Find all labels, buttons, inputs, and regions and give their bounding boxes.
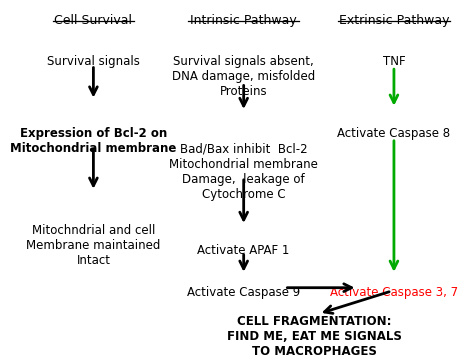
Text: TNF: TNF bbox=[383, 55, 405, 68]
Text: Extrinsic Pathway: Extrinsic Pathway bbox=[339, 14, 449, 27]
Text: Activate Caspase 9: Activate Caspase 9 bbox=[187, 286, 301, 299]
Text: Activate Caspase 3, 7: Activate Caspase 3, 7 bbox=[330, 286, 458, 299]
Text: Expression of Bcl-2 on
Mitochondrial membrane: Expression of Bcl-2 on Mitochondrial mem… bbox=[10, 127, 177, 155]
Text: Cell Survival: Cell Survival bbox=[55, 14, 132, 27]
Text: Survival signals: Survival signals bbox=[47, 55, 140, 68]
Text: Bad/Bax inhibit  Bcl-2
Mitochondrial membrane
Damage,  leakage of
Cytochrome C: Bad/Bax inhibit Bcl-2 Mitochondrial memb… bbox=[169, 143, 318, 201]
Text: Intrinsic Pathway: Intrinsic Pathway bbox=[190, 14, 297, 27]
Text: Survival signals absent,
DNA damage, misfolded
Proteins: Survival signals absent, DNA damage, mis… bbox=[172, 55, 315, 98]
Text: Activate APAF 1: Activate APAF 1 bbox=[198, 244, 290, 257]
Text: CELL FRAGMENTATION:
FIND ME, EAT ME SIGNALS
TO MACROPHAGES: CELL FRAGMENTATION: FIND ME, EAT ME SIGN… bbox=[227, 315, 402, 358]
Text: Mitochndrial and cell
Membrane maintained
Intact: Mitochndrial and cell Membrane maintaine… bbox=[26, 224, 161, 267]
Text: Activate Caspase 8: Activate Caspase 8 bbox=[337, 127, 450, 139]
